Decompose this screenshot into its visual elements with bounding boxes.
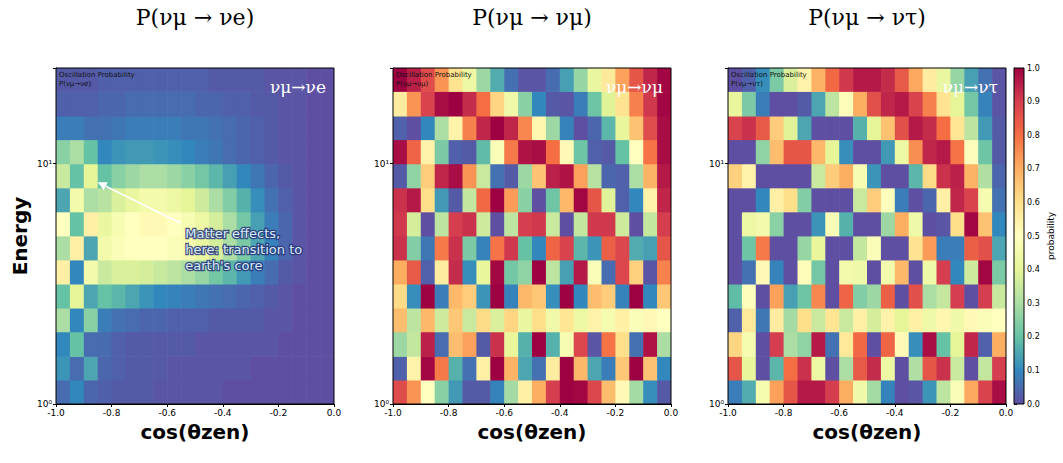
svg-text:0.8: 0.8 bbox=[1027, 131, 1040, 140]
svg-text:-0.6: -0.6 bbox=[830, 408, 848, 418]
svg-text:0.3: 0.3 bbox=[1027, 299, 1040, 308]
svg-text:0.4: 0.4 bbox=[1027, 265, 1040, 274]
svg-text:P(νμ→ντ): P(νμ→ντ) bbox=[731, 80, 763, 88]
svg-text:cos(θzen): cos(θzen) bbox=[478, 420, 587, 444]
svg-text:Matter effects,: Matter effects, bbox=[185, 226, 284, 241]
svg-text:P(νμ→νe): P(νμ→νe) bbox=[59, 80, 91, 88]
svg-text:-0.8: -0.8 bbox=[775, 408, 793, 418]
svg-text:earth's core: earth's core bbox=[185, 258, 262, 273]
svg-text:P(νμ→νμ): P(νμ→νμ) bbox=[396, 80, 429, 88]
svg-text:-0.6: -0.6 bbox=[158, 408, 176, 418]
svg-text:Oscillation Probability: Oscillation Probability bbox=[59, 71, 135, 79]
svg-text:νμ→νe: νμ→νe bbox=[270, 77, 326, 97]
svg-text:0.6: 0.6 bbox=[1027, 198, 1040, 207]
svg-text:P(νμ → ντ): P(νμ → ντ) bbox=[808, 5, 926, 30]
svg-text:-0.2: -0.2 bbox=[607, 408, 625, 418]
svg-text:Energy: Energy bbox=[8, 197, 32, 276]
svg-text:10¹: 10¹ bbox=[37, 159, 52, 169]
svg-text:here: transition to: here: transition to bbox=[185, 242, 306, 257]
svg-text:-0.4: -0.4 bbox=[214, 408, 232, 418]
svg-text:0.1: 0.1 bbox=[1027, 366, 1040, 375]
svg-text:10⁰: 10⁰ bbox=[373, 399, 389, 409]
svg-text:10¹: 10¹ bbox=[374, 159, 389, 169]
svg-text:-0.4: -0.4 bbox=[886, 408, 904, 418]
svg-text:-0.8: -0.8 bbox=[440, 408, 458, 418]
svg-text:-0.2: -0.2 bbox=[942, 408, 960, 418]
svg-text:0.0: 0.0 bbox=[1027, 400, 1040, 409]
svg-text:νμ→ντ: νμ→ντ bbox=[943, 77, 998, 97]
svg-text:0.0: 0.0 bbox=[664, 408, 679, 418]
svg-text:0.0: 0.0 bbox=[327, 408, 342, 418]
svg-text:probability: probability bbox=[1046, 211, 1056, 260]
svg-text:0.0: 0.0 bbox=[999, 408, 1014, 418]
svg-text:-1.0: -1.0 bbox=[719, 408, 737, 418]
svg-text:P(νμ → νe): P(νμ → νe) bbox=[136, 5, 254, 30]
svg-text:0.9: 0.9 bbox=[1027, 97, 1040, 106]
svg-text:cos(θzen): cos(θzen) bbox=[141, 420, 250, 444]
svg-text:10¹: 10¹ bbox=[709, 159, 724, 169]
svg-text:-0.6: -0.6 bbox=[495, 408, 513, 418]
svg-text:cos(θzen): cos(θzen) bbox=[813, 420, 922, 444]
svg-text:P(νμ → νμ): P(νμ → νμ) bbox=[472, 5, 592, 30]
svg-text:1.0: 1.0 bbox=[1027, 64, 1040, 73]
svg-text:νμ→νμ: νμ→νμ bbox=[606, 77, 663, 97]
svg-text:10⁰: 10⁰ bbox=[36, 399, 52, 409]
svg-text:Oscillation Probability: Oscillation Probability bbox=[731, 71, 807, 79]
svg-text:-1.0: -1.0 bbox=[47, 408, 65, 418]
svg-text:-1.0: -1.0 bbox=[384, 408, 402, 418]
svg-text:0.5: 0.5 bbox=[1027, 232, 1040, 241]
svg-text:Oscillation Probability: Oscillation Probability bbox=[396, 71, 472, 79]
svg-text:0.7: 0.7 bbox=[1027, 164, 1040, 173]
svg-text:-0.8: -0.8 bbox=[103, 408, 121, 418]
svg-text:-0.2: -0.2 bbox=[270, 408, 288, 418]
svg-text:0.2: 0.2 bbox=[1027, 332, 1040, 341]
svg-text:-0.4: -0.4 bbox=[551, 408, 569, 418]
svg-text:10⁰: 10⁰ bbox=[708, 399, 724, 409]
